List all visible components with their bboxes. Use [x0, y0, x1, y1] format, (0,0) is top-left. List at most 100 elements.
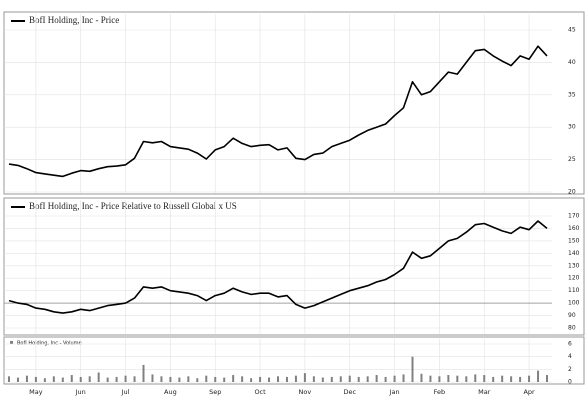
volume-bar — [429, 375, 432, 382]
volume-bar — [321, 377, 324, 382]
y-tick-label: 120 — [568, 275, 580, 282]
relative-panel — [3, 197, 585, 336]
volume-bar — [106, 377, 109, 382]
volume-bar — [465, 376, 468, 382]
y-tick-label: 150 — [568, 237, 580, 244]
y-tick-label: 35 — [568, 91, 576, 98]
y-tick-label: 25 — [568, 156, 576, 163]
volume-bar — [411, 356, 414, 382]
volume-bar — [151, 374, 154, 382]
volume-bar — [97, 372, 100, 382]
volume-bar — [124, 375, 127, 382]
volume-bar — [294, 375, 297, 382]
volume-bar — [52, 376, 55, 382]
price-line — [8, 220, 548, 314]
volume-bar — [393, 375, 396, 382]
x-tick-label: Jun — [75, 388, 86, 396]
price-line — [8, 45, 548, 178]
y-tick-label: 20 — [568, 189, 576, 196]
volume-bar — [232, 375, 235, 382]
x-tick-label: May — [29, 388, 43, 396]
volume-bar — [285, 376, 288, 382]
volume-bar — [330, 376, 333, 382]
volume-bar — [241, 376, 244, 382]
x-tick-label: Nov — [299, 388, 312, 396]
volume-bar — [8, 376, 10, 382]
y-tick-label: 110 — [568, 287, 580, 294]
volume-bar — [70, 375, 73, 382]
volume-bar — [483, 375, 486, 382]
volume-bar — [25, 375, 28, 382]
volume-bar — [537, 370, 540, 382]
volume-bar — [142, 364, 145, 382]
y-tick-label: 90 — [568, 312, 576, 319]
y-tick-label: 0 — [568, 379, 572, 386]
x-tick-label: Aug — [164, 388, 177, 396]
volume-bar — [250, 378, 253, 382]
volume-bar — [268, 377, 271, 382]
x-tick-label: Feb — [434, 388, 446, 396]
volume-bar — [510, 376, 513, 382]
legend-label: BofI Holding, Inc - Price — [29, 15, 119, 25]
volume-bar — [492, 376, 495, 382]
volume-bar — [61, 377, 64, 382]
volume-bar — [303, 373, 306, 382]
volume-bar — [420, 373, 423, 382]
legend-swatch — [10, 341, 13, 344]
volume-bar — [43, 378, 46, 382]
legend-label: BofI Holding, Inc - Price Relative to Ru… — [29, 201, 237, 211]
y-tick-label: 45 — [568, 27, 576, 34]
x-tick-label: Dec — [343, 388, 356, 396]
volume-bar — [474, 374, 477, 382]
volume-bar — [223, 377, 226, 382]
volume-bar — [160, 376, 163, 382]
volume-bar — [196, 378, 199, 382]
volume-panel — [3, 336, 585, 385]
volume-bar — [357, 376, 360, 382]
y-tick-label: 4 — [568, 353, 572, 360]
volume-bar — [214, 376, 217, 382]
volume-bar — [16, 377, 19, 382]
volume-bar — [178, 377, 181, 382]
volume-bar — [348, 375, 351, 382]
y-tick-label: 100 — [568, 300, 580, 307]
y-tick-label: 80 — [568, 325, 576, 332]
price-panel — [3, 11, 585, 195]
volume-bar — [366, 376, 369, 382]
volume-bar — [402, 374, 405, 382]
y-tick-label: 6 — [568, 341, 572, 348]
volume-bar — [546, 375, 548, 382]
legend-label: BofI Holding, Inc - Volume — [17, 341, 82, 347]
x-tick-label: Apr — [523, 388, 535, 396]
volume-bar — [259, 376, 262, 382]
y-tick-label: 130 — [568, 262, 580, 269]
volume-bar — [528, 375, 531, 382]
volume-bar — [501, 375, 504, 382]
volume-bar — [277, 376, 279, 382]
x-tick-label: Sep — [209, 388, 221, 396]
volume-bar — [115, 376, 118, 382]
y-tick-label: 140 — [568, 250, 580, 257]
volume-bar — [187, 376, 190, 382]
volume-bar — [133, 376, 136, 382]
y-tick-label: 170 — [568, 213, 580, 220]
y-tick-label: 2 — [568, 366, 572, 373]
x-tick-label: Mar — [478, 388, 491, 396]
volume-bar — [447, 375, 450, 382]
y-tick-label: 40 — [568, 59, 576, 66]
x-tick-label: Jan — [389, 388, 400, 396]
volume-bar — [456, 375, 459, 382]
volume-bar — [34, 376, 37, 382]
y-tick-label: 160 — [568, 225, 580, 232]
volume-bar — [312, 376, 315, 382]
x-tick-label: Oct — [254, 388, 266, 396]
volume-bar — [205, 375, 208, 382]
volume-bar — [79, 376, 82, 382]
volume-bar — [169, 376, 172, 382]
volume-bar — [438, 376, 441, 382]
volume-bar — [519, 376, 522, 382]
volume-bar — [88, 376, 91, 382]
volume-bar — [375, 375, 378, 382]
x-tick-label: Jul — [121, 388, 130, 396]
